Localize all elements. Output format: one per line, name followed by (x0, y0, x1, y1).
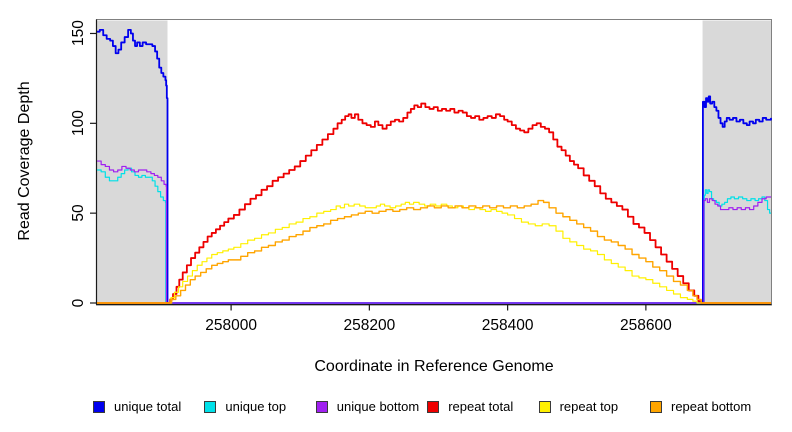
series-line-unique-bottom (97, 160, 771, 304)
y-tick-label: 0 (70, 298, 87, 308)
x-tick-label: 258000 (205, 317, 257, 334)
series-line-repeat-bottom (97, 199, 771, 304)
shaded-region (702, 20, 771, 305)
y-axis-title: Read Coverage Depth (16, 81, 33, 241)
x-tick-label: 258200 (343, 317, 396, 334)
y-tick-label: 100 (70, 110, 87, 137)
series-line-repeat-top (97, 201, 771, 304)
y-tick-label: 150 (70, 20, 87, 47)
x-tick-label: 258400 (481, 317, 534, 334)
y-tick-label: 50 (70, 204, 87, 222)
shaded-region (97, 20, 168, 305)
series-line-unique-top (97, 167, 771, 304)
x-axis-title: Coordinate in Reference Genome (314, 358, 554, 375)
series-line-repeat-total (97, 102, 771, 304)
x-tick-label: 258600 (620, 317, 672, 334)
